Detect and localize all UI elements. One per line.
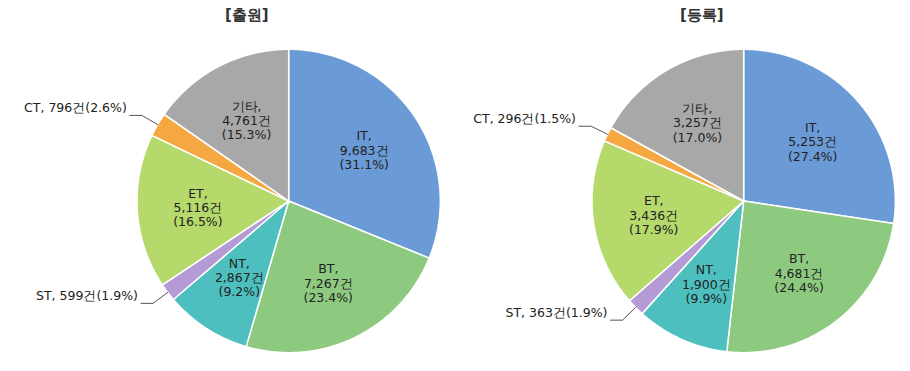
svg-text:ET,3,436건(17.9%): ET,3,436건(17.9%) bbox=[629, 193, 678, 237]
svg-text:NT,1,900건(9.9%): NT,1,900건(9.9%) bbox=[682, 262, 731, 306]
svg-text:ET,5,116건(16.5%): ET,5,116건(16.5%) bbox=[173, 186, 222, 230]
svg-text:CT, 296건(1.5%): CT, 296건(1.5%) bbox=[473, 111, 576, 126]
svg-text:ST, 599건(1.9%): ST, 599건(1.9%) bbox=[36, 288, 138, 303]
svg-text:BT,4,681건(24.4%): BT,4,681건(24.4%) bbox=[774, 251, 823, 295]
html-text:[등록]: [등록] bbox=[680, 6, 724, 24]
html-text:[출원]: [출원] bbox=[225, 6, 269, 24]
svg-text:기타,4,761건(15.3%): 기타,4,761건(15.3%) bbox=[222, 99, 271, 143]
svg-text:IT,5,253건(27.4%): IT,5,253건(27.4%) bbox=[788, 120, 837, 164]
svg-text:IT,9,683건(31.1%): IT,9,683건(31.1%) bbox=[339, 128, 388, 172]
svg-text:CT, 796건(2.6%): CT, 796건(2.6%) bbox=[24, 100, 127, 115]
svg-text:NT,2,867건(9.2%): NT,2,867건(9.2%) bbox=[215, 256, 264, 300]
svg-text:BT,7,267건(23.4%): BT,7,267건(23.4%) bbox=[304, 261, 353, 305]
svg-text:기타,3,257건(17.0%): 기타,3,257건(17.0%) bbox=[673, 101, 722, 145]
svg-text:ST, 363건(1.9%): ST, 363건(1.9%) bbox=[506, 305, 608, 320]
